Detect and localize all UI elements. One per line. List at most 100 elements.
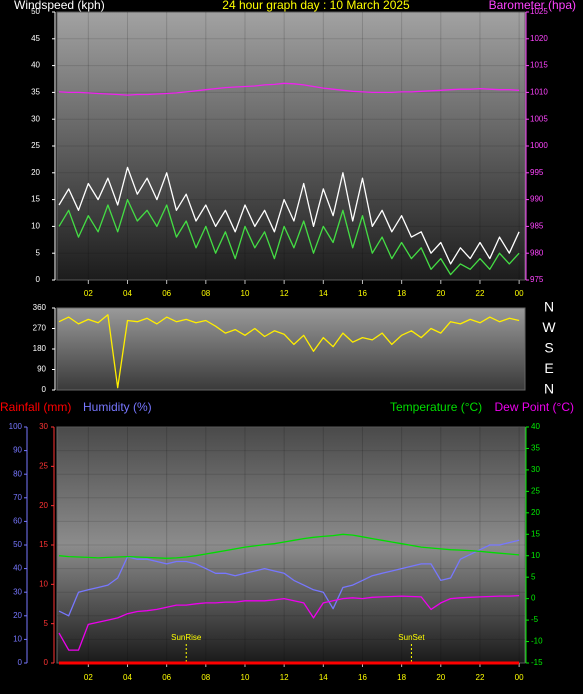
y3-tick-label: 5: [44, 619, 49, 628]
series-line: [58, 198, 520, 276]
x-tick-label: 02: [84, 673, 93, 682]
y-tick-label: 60: [13, 517, 22, 526]
legend-entry: Humidity (%): [83, 400, 152, 414]
y-tick-label: 10: [13, 635, 22, 644]
x-tick-label: 20: [436, 673, 445, 682]
y-tick-label: 50: [13, 540, 22, 549]
y-tick-label: 70: [13, 493, 22, 502]
y-tick-label: 0: [18, 658, 23, 667]
y2-tick-label: 975: [530, 275, 544, 284]
plot-area: [56, 426, 526, 664]
annotation: SunSet: [398, 633, 425, 642]
y-tick-label: 45: [31, 34, 40, 43]
header-label: Barometer (hpa): [489, 0, 576, 12]
header-label: Windspeed (kph): [14, 0, 105, 12]
y2-tick-label: 1020: [530, 34, 548, 43]
y2-tick-label: 1025: [530, 7, 548, 16]
x-tick-label: 16: [358, 673, 367, 682]
x-tick-label: 04: [123, 289, 132, 298]
y-tick-label: 15: [31, 195, 40, 204]
y2-tick-label: 1000: [530, 141, 548, 150]
y-tick-label: 40: [13, 564, 22, 573]
legend-entry: Rainfall (mm): [0, 400, 71, 414]
plot-area: [56, 11, 526, 281]
y-tick-label: 90: [37, 365, 46, 374]
y2-tick-label: 10: [531, 551, 540, 560]
y2-tick-label: 995: [530, 168, 544, 177]
y2-tick-label: 30: [531, 465, 540, 474]
x-tick-label: 14: [319, 673, 328, 682]
legend-entry: Temperature (°C): [390, 400, 482, 414]
legend-entry: Dew Point (°C): [495, 400, 574, 414]
y2-tick-label: 1005: [530, 114, 548, 123]
x-tick-label: 22: [476, 289, 485, 298]
y2-tick-label: 980: [530, 248, 544, 257]
x-tick-label: 08: [201, 673, 210, 682]
y-tick-label: 35: [31, 88, 40, 97]
y-tick-label: 30: [31, 114, 40, 123]
x-tick-label: 18: [397, 673, 406, 682]
y-tick-label: 25: [31, 141, 40, 150]
header-label: 24 hour graph day : 10 March 2025: [222, 0, 410, 12]
y2-tick-label: 985: [530, 222, 544, 231]
x-tick-label: 10: [241, 673, 250, 682]
y-tick-label: 50: [31, 7, 40, 16]
y2-tick-label: 990: [530, 195, 544, 204]
y3-tick-label: 20: [39, 501, 48, 510]
series-line: [58, 82, 520, 96]
y2-tick-label: E: [544, 360, 553, 376]
y2-tick-label: 20: [531, 508, 540, 517]
y-tick-label: 100: [9, 422, 23, 431]
y-tick-label: 5: [36, 248, 41, 257]
y2-tick-label: 15: [531, 529, 540, 538]
y2-tick-label: 25: [531, 486, 540, 495]
series-line: [58, 533, 520, 559]
y2-tick-label: -5: [531, 615, 539, 624]
y2-tick-label: 0: [531, 594, 536, 603]
x-tick-label: 08: [201, 289, 210, 298]
y3-tick-label: 30: [39, 422, 48, 431]
y2-tick-label: 1015: [530, 61, 548, 70]
y-tick-label: 0: [42, 385, 47, 394]
y2-tick-label: -15: [531, 658, 543, 667]
x-tick-label: 14: [319, 289, 328, 298]
y2-tick-label: 1010: [530, 88, 548, 97]
y-tick-label: 0: [36, 275, 41, 284]
y-tick-label: 90: [13, 446, 22, 455]
series-line: [58, 314, 520, 389]
y-tick-label: 360: [33, 303, 47, 312]
x-tick-label: 06: [162, 673, 171, 682]
y2-tick-label: 40: [531, 422, 540, 431]
y-tick-label: 40: [31, 61, 40, 70]
series-line: [58, 539, 520, 617]
annotation: SunRise: [171, 633, 202, 642]
y2-tick-label: 5: [531, 572, 536, 581]
series-line: [58, 594, 520, 651]
y-tick-label: 30: [13, 587, 22, 596]
y2-tick-label: N: [544, 299, 554, 315]
y2-tick-label: N: [544, 381, 554, 397]
series-line: [58, 166, 520, 265]
x-tick-label: 18: [397, 289, 406, 298]
y2-tick-label: 35: [531, 444, 540, 453]
x-tick-label: 06: [162, 289, 171, 298]
y3-tick-label: 10: [39, 579, 48, 588]
y-tick-label: 10: [31, 222, 40, 231]
x-tick-label: 12: [280, 289, 289, 298]
y2-tick-label: S: [544, 340, 553, 356]
y2-tick-label: W: [542, 319, 556, 335]
y-tick-label: 20: [31, 168, 40, 177]
x-tick-label: 12: [280, 673, 289, 682]
y2-tick-label: -10: [531, 637, 543, 646]
y-tick-label: 80: [13, 469, 22, 478]
y3-tick-label: 0: [44, 658, 49, 667]
y3-tick-label: 25: [39, 461, 48, 470]
y-tick-label: 20: [13, 611, 22, 620]
x-tick-label: 02: [84, 289, 93, 298]
x-tick-label: 00: [515, 673, 524, 682]
x-tick-label: 22: [476, 673, 485, 682]
x-tick-label: 00: [515, 289, 524, 298]
x-tick-label: 20: [436, 289, 445, 298]
